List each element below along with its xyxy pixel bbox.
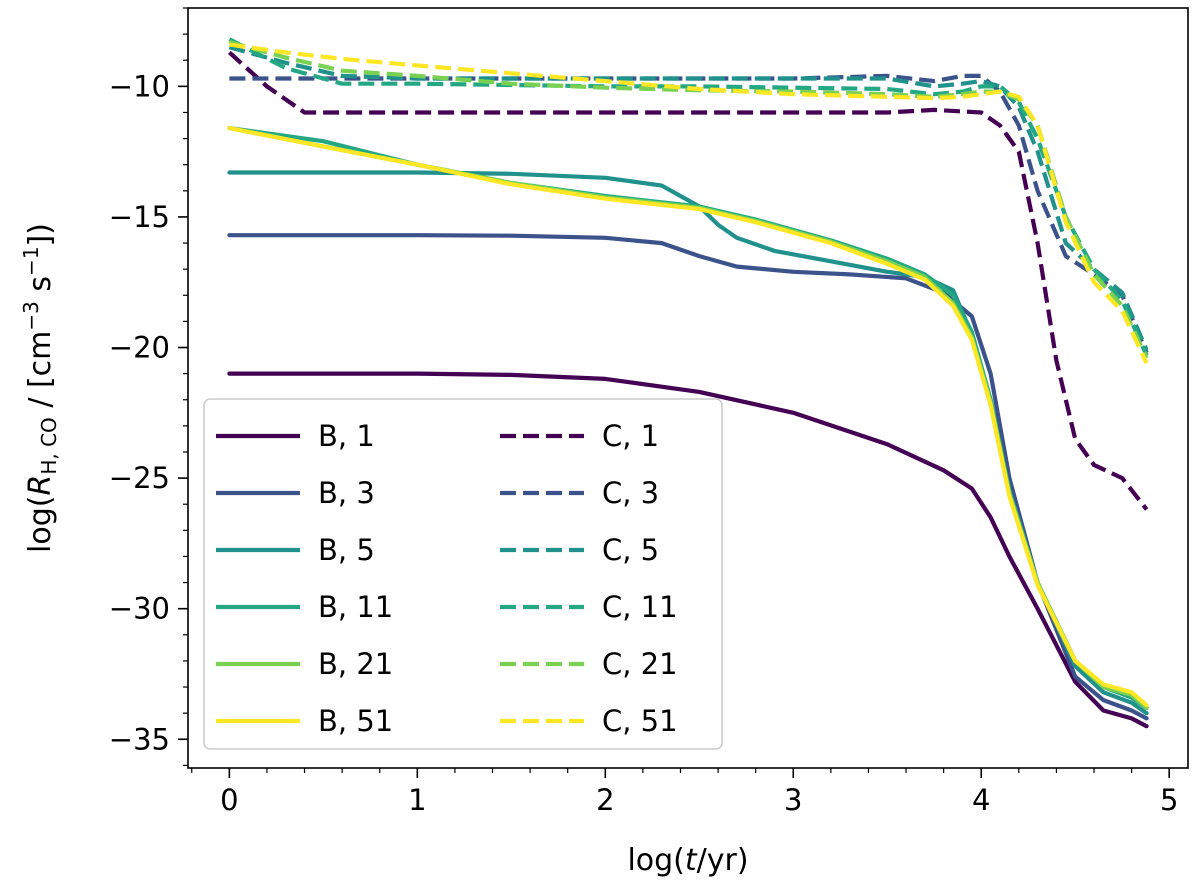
legend-label: C, 5: [602, 533, 659, 567]
y-axis-label-sup2: −1: [19, 246, 43, 275]
x-tick-label: 0: [220, 783, 238, 817]
legend-label: B, 3: [318, 476, 375, 510]
y-tick-label: −25: [109, 461, 170, 495]
y-axis-label-var: R: [23, 475, 58, 496]
legend: B, 1 B, 3 B, 5 B, 11 B, 21 B, 51 C, 1 C, 3 C, 5 C…: [203, 398, 723, 750]
series-lines: [227, 37, 1149, 729]
series-line-b-3: [227, 233, 1149, 721]
legend-label: C, 51: [602, 704, 678, 738]
x-tick-label: 3: [784, 783, 802, 817]
y-axis-label-sub: H, CO: [37, 417, 61, 474]
y-tick-label: −10: [109, 69, 170, 103]
legend-label: C, 3: [602, 476, 659, 510]
legend-label: B, 11: [318, 590, 393, 624]
x-axis-label: log(t/yr): [627, 843, 748, 878]
x-tick-label: 5: [1160, 783, 1178, 817]
plot-frame: [187, 7, 1189, 769]
axis-ticks: 0 1 2 3 4 5 −35 −30 −25 −20 −15 −10: [109, 7, 1178, 817]
y-tick-label: −20: [109, 331, 170, 365]
legend-label: C, 21: [602, 647, 678, 681]
y-axis-label-mid: / [cm: [23, 331, 58, 418]
series-line-c-3: [229, 73, 1149, 354]
legend-box: [203, 398, 723, 750]
y-axis-label-sup1: −3: [19, 301, 43, 330]
y-axis-label: log(RH, CO / [cm−3 s−1]): [19, 223, 61, 553]
legend-label: B, 1: [318, 419, 375, 453]
y-axis-label-mid2: s: [23, 276, 58, 301]
legend-label: C, 1: [602, 419, 659, 453]
y-axis-label-post: ]): [23, 223, 58, 246]
legend-label: B, 51: [318, 704, 393, 738]
x-axis-label-pre: log(: [627, 843, 684, 878]
x-axis-label-var: t: [685, 843, 698, 878]
legend-label: B, 21: [318, 647, 393, 681]
series-line-c-1: [227, 50, 1149, 511]
x-tick-label: 4: [972, 783, 990, 817]
x-tick-label: 2: [596, 783, 614, 817]
series-line-c-51: [229, 42, 1149, 365]
series-line-c-5: [228, 45, 1149, 351]
y-tick-label: −15: [109, 200, 170, 234]
series-line-b-51: [227, 126, 1149, 708]
y-tick-label: −30: [109, 592, 170, 626]
y-tick-label: −35: [109, 722, 170, 756]
y-axis-label-pre: log(: [23, 496, 58, 553]
legend-label: B, 5: [318, 533, 375, 567]
legend-label: C, 11: [602, 590, 678, 624]
x-tick-label: 1: [408, 783, 426, 817]
x-axis-label-post: /yr): [697, 843, 749, 878]
series-line-b-1: [227, 371, 1149, 729]
